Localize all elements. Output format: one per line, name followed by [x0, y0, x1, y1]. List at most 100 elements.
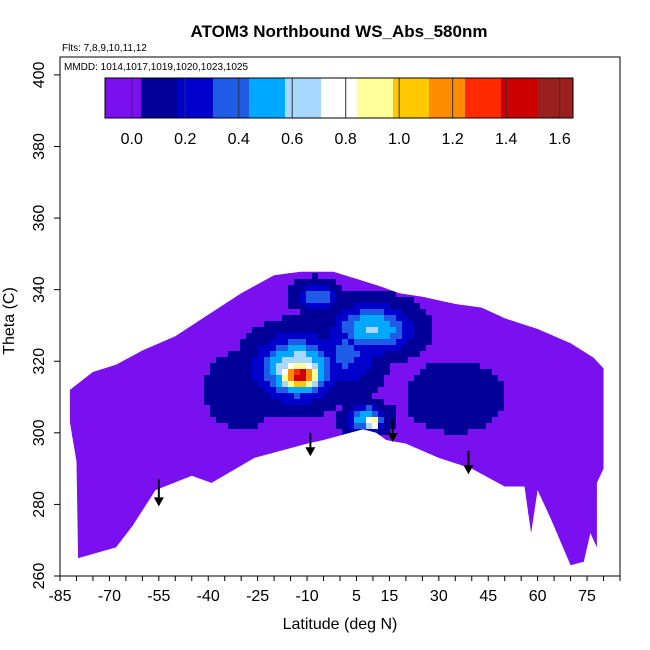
heat-cell — [168, 375, 175, 382]
heat-cell — [474, 381, 481, 388]
heat-cell — [252, 363, 259, 370]
heat-cell — [174, 549, 181, 556]
heat-cell — [78, 177, 85, 184]
heat-cell — [198, 555, 205, 562]
heat-cell — [342, 303, 349, 310]
heat-cell — [348, 375, 355, 382]
heat-cell — [108, 363, 115, 370]
heat-cell — [426, 501, 433, 508]
heat-cell — [438, 309, 445, 316]
heat-cell — [456, 321, 463, 328]
heat-cell — [360, 483, 367, 490]
heat-cell — [300, 333, 307, 340]
heat-cell — [186, 435, 193, 442]
heat-cell — [414, 321, 421, 328]
heat-cell — [462, 447, 469, 454]
heat-cell — [108, 273, 115, 280]
heat-cell — [300, 201, 307, 208]
heat-cell — [468, 297, 475, 304]
heat-cell — [252, 255, 259, 262]
heat-cell — [180, 237, 187, 244]
heat-cell — [390, 363, 397, 370]
heat-cell — [270, 297, 277, 304]
heat-cell — [318, 363, 325, 370]
heat-cell — [174, 213, 181, 220]
heat-cell — [144, 477, 151, 484]
heat-cell — [426, 435, 433, 442]
heat-cell — [120, 495, 127, 502]
heat-cell — [414, 255, 421, 262]
heat-cell — [312, 195, 319, 202]
heat-cell — [72, 255, 79, 262]
heat-cell — [300, 417, 307, 424]
heat-cell — [270, 381, 277, 388]
heat-cell — [246, 525, 253, 532]
heat-cell — [486, 189, 493, 196]
heat-cell — [198, 471, 205, 478]
heat-cell — [69, 495, 73, 502]
heat-cell — [354, 519, 361, 526]
heat-cell — [438, 369, 445, 376]
heat-cell — [318, 423, 325, 430]
heat-cell — [156, 183, 163, 190]
heat-cell — [426, 339, 433, 346]
heat-cell — [132, 381, 139, 388]
heat-cell — [348, 465, 355, 472]
heat-cell — [396, 177, 403, 184]
heat-cell — [60, 345, 67, 352]
heat-cell — [312, 375, 319, 382]
heat-cell — [126, 495, 133, 502]
heat-cell — [504, 345, 511, 352]
heat-cell — [246, 477, 253, 484]
heat-cell — [324, 321, 331, 328]
heat-cell — [96, 531, 103, 538]
heat-cell — [396, 519, 403, 526]
heat-cell — [330, 207, 337, 214]
heat-cell — [108, 291, 115, 298]
heat-cell — [390, 495, 397, 502]
heat-cell — [426, 423, 433, 430]
heat-cell — [498, 447, 505, 454]
heat-cell — [252, 387, 259, 394]
heat-cell — [246, 393, 253, 400]
heat-cell — [366, 357, 373, 364]
heat-cell — [354, 273, 361, 280]
heat-cell — [306, 291, 313, 298]
heat-cell — [348, 495, 355, 502]
heat-cell — [426, 189, 433, 196]
heat-cell — [210, 357, 217, 364]
heat-cell — [372, 363, 379, 370]
heat-cell — [480, 393, 487, 400]
heat-cell — [504, 261, 511, 268]
heat-cell — [78, 207, 85, 214]
heat-cell — [240, 357, 247, 364]
heat-cell — [174, 189, 181, 196]
heat-cell — [432, 447, 439, 454]
heat-cell — [60, 195, 67, 202]
heat-cell — [462, 405, 469, 412]
heat-cell — [240, 213, 247, 220]
heat-cell — [300, 195, 307, 202]
heat-cell — [120, 435, 127, 442]
heat-cell — [156, 513, 163, 520]
heat-cell — [312, 285, 319, 292]
heat-cell — [408, 429, 415, 436]
heat-cell — [210, 219, 217, 226]
heat-cell — [132, 555, 139, 562]
heat-cell — [498, 213, 505, 220]
heat-cell — [384, 177, 391, 184]
heat-cell — [486, 255, 493, 262]
heat-cell — [120, 381, 127, 388]
heat-cell — [228, 453, 235, 460]
heat-cell — [120, 405, 127, 412]
heat-cell — [228, 381, 235, 388]
heat-cell — [480, 237, 487, 244]
heat-cell — [372, 471, 379, 478]
heat-cell — [438, 453, 445, 460]
heat-cell — [276, 327, 283, 334]
heat-cell — [96, 483, 103, 490]
heat-cell — [456, 213, 463, 220]
heat-cell — [144, 225, 151, 232]
heat-cell — [396, 381, 403, 388]
heat-cell — [138, 369, 145, 376]
